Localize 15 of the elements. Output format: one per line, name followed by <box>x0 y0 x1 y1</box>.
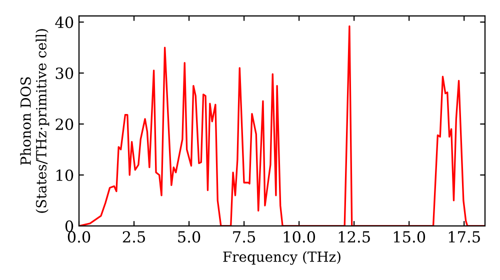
x-tick-label: 10.0 <box>284 231 316 243</box>
y-tick-label: 10 <box>56 169 74 182</box>
x-tick-label: 2.5 <box>122 231 145 243</box>
x-tick-label: 7.5 <box>233 231 256 243</box>
y-axis-title: Phonon DOS (States/THz·primitive cell) <box>20 29 50 213</box>
x-axis-title: Frequency (THz) <box>223 251 340 265</box>
x-tick-label: 15.0 <box>394 231 426 243</box>
y-tick-label: 30 <box>56 68 74 80</box>
x-tick-label: 12.5 <box>338 231 370 243</box>
y-tick-label: 20 <box>56 118 74 130</box>
y-tick-label: 0 <box>65 220 74 232</box>
x-tick-label: 17.5 <box>448 231 480 243</box>
x-tick-label: 0.0 <box>68 231 90 243</box>
y-tick-label: 40 <box>55 16 74 28</box>
x-tick-label: 5.0 <box>178 231 200 243</box>
